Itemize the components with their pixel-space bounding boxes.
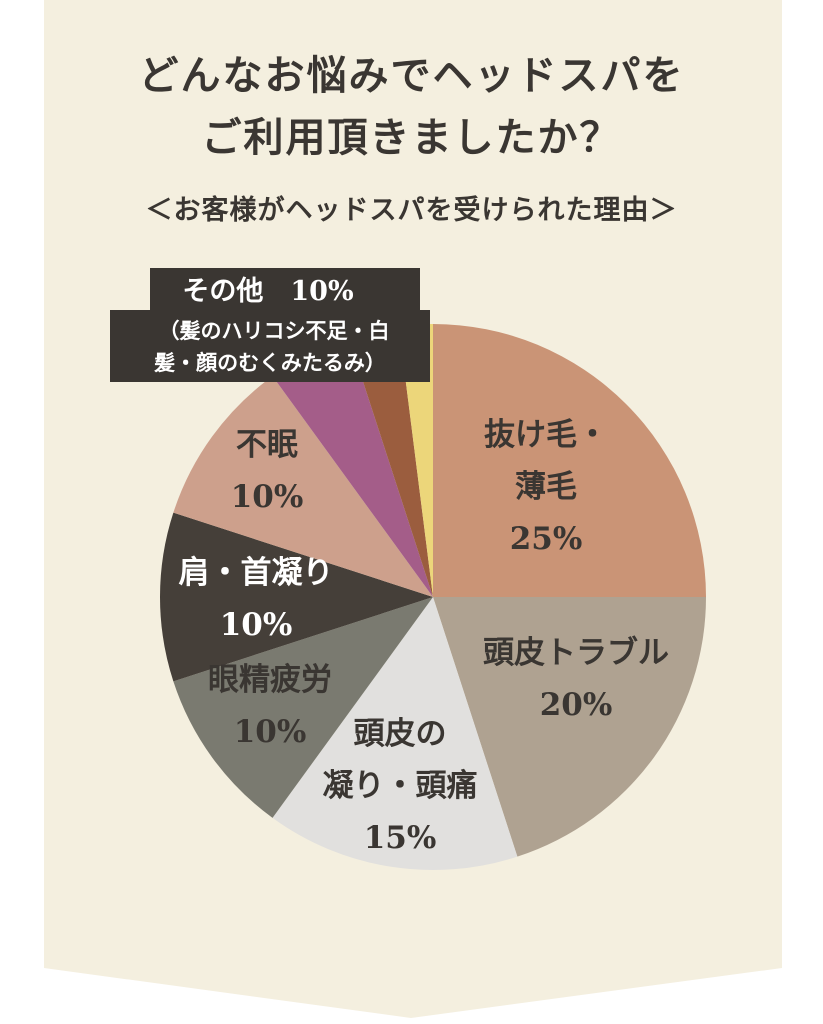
pie-slice-2 <box>272 597 518 871</box>
slice-2-label: 凝り・頭痛 <box>323 768 478 804</box>
chart-title-line-1: どんなお悩みでヘッドスパを <box>138 52 685 99</box>
pie-slice-6 <box>272 337 433 597</box>
pie-slice-1 <box>433 597 706 857</box>
slice-5-value: 10% <box>231 479 304 515</box>
slice-2-label: 頭皮の <box>354 716 447 752</box>
slice-4-value: 10% <box>220 607 293 643</box>
other-callout-box <box>110 268 430 382</box>
pie-slice-7 <box>348 326 433 597</box>
other-callout-detail-1: （髪のハリコシ不足・白 <box>159 318 390 343</box>
pie-slices <box>159 324 706 871</box>
pie-slice-8 <box>398 324 433 597</box>
pie-slice-3 <box>173 597 434 818</box>
other-callout-title: その他 10% <box>182 276 353 307</box>
other-callout: その他 10% （髪のハリコシ不足・白 髪・顔のむくみたるみ） <box>110 268 430 382</box>
slice-5-label: 不眠 <box>236 427 298 463</box>
slice-0-label: 抜け毛・ <box>484 417 608 453</box>
pie-slice-5 <box>173 376 434 597</box>
slice-4-label: 肩・首凝り <box>179 555 334 591</box>
slice-2-value: 15% <box>364 820 437 856</box>
chart-subtitle: ＜お客様がヘッドスパを受けられた理由＞ <box>145 195 678 226</box>
pie-slice-0 <box>433 324 706 597</box>
slice-0-label: 薄毛 <box>515 469 577 505</box>
slice-0-value: 25% <box>510 521 583 557</box>
pie-slice-4 <box>159 512 434 682</box>
other-callout-detail-2: 髪・顔のむくみたるみ） <box>153 350 386 375</box>
slice-1-label: 頭皮トラブル <box>483 635 669 671</box>
chart-title-line-2: ご利用頂きましたか？ <box>201 114 622 161</box>
slice-3-label: 眼精疲労 <box>208 662 332 698</box>
slice-1-value: 20% <box>540 687 613 723</box>
slice-3-value: 10% <box>234 714 307 750</box>
